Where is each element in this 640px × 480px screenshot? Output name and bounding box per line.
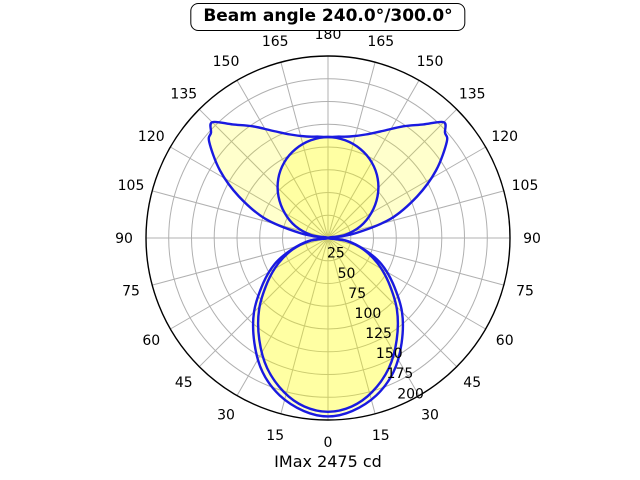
narrow-beam-curve	[256, 135, 400, 413]
radius-tick-label: 50	[338, 266, 356, 282]
grid-ring	[213, 123, 443, 353]
angle-tick-label: 75	[516, 284, 534, 300]
polar-outline	[145, 55, 511, 421]
angle-tick-label: 120	[491, 129, 518, 145]
grid-ring	[259, 169, 397, 307]
angle-tick-label: 90	[523, 231, 541, 247]
narrow-beam-curve-fill	[258, 137, 398, 412]
angle-tick-label: 90	[115, 231, 133, 247]
radius-tick-label: 75	[348, 286, 366, 302]
angle-tick-label: 15	[266, 428, 284, 444]
angle-tick-label: 45	[175, 375, 193, 391]
angle-tick-label: 120	[138, 129, 165, 145]
angle-tick-label: 135	[170, 87, 197, 103]
radius-tick-label: 175	[387, 366, 414, 382]
radius-tick-label: 150	[376, 346, 403, 362]
angle-tick-label: 30	[217, 408, 235, 424]
angle-tick-label: 60	[142, 333, 160, 349]
grid-ring	[282, 192, 374, 284]
radius-tick-label: 200	[397, 386, 424, 402]
angle-tick-label: 45	[463, 375, 481, 391]
angle-tick-label: 60	[496, 333, 514, 349]
angle-tick-label: 165	[367, 34, 394, 50]
angle-tick-label: 30	[421, 408, 439, 424]
radius-tick-label: 25	[327, 246, 345, 262]
angle-tick-label: 75	[122, 284, 140, 300]
radius-tick-label: 100	[355, 306, 382, 322]
chart-title-box: Beam angle 240.0°/300.0°	[190, 3, 466, 31]
angle-tick-label: 105	[512, 178, 539, 194]
angle-tick-label: 15	[372, 428, 390, 444]
angle-tick-label: 150	[213, 54, 240, 70]
chart-title: Beam angle 240.0°/300.0°	[203, 6, 453, 26]
angle-tick-label: 165	[262, 34, 289, 50]
radius-tick-label: 125	[365, 326, 392, 342]
grid-ring	[191, 101, 465, 375]
wide-beam-curve-fill	[208, 121, 448, 417]
grid-ring	[168, 78, 488, 398]
angle-tick-label: 135	[459, 87, 486, 103]
grid-ring	[236, 146, 420, 330]
imax-label: IMax 2475 cd	[274, 452, 382, 471]
angle-tick-label: 150	[417, 54, 444, 70]
grid-ring	[304, 214, 352, 262]
angle-tick-label: 105	[118, 178, 145, 194]
angle-tick-label: 0	[324, 435, 333, 451]
